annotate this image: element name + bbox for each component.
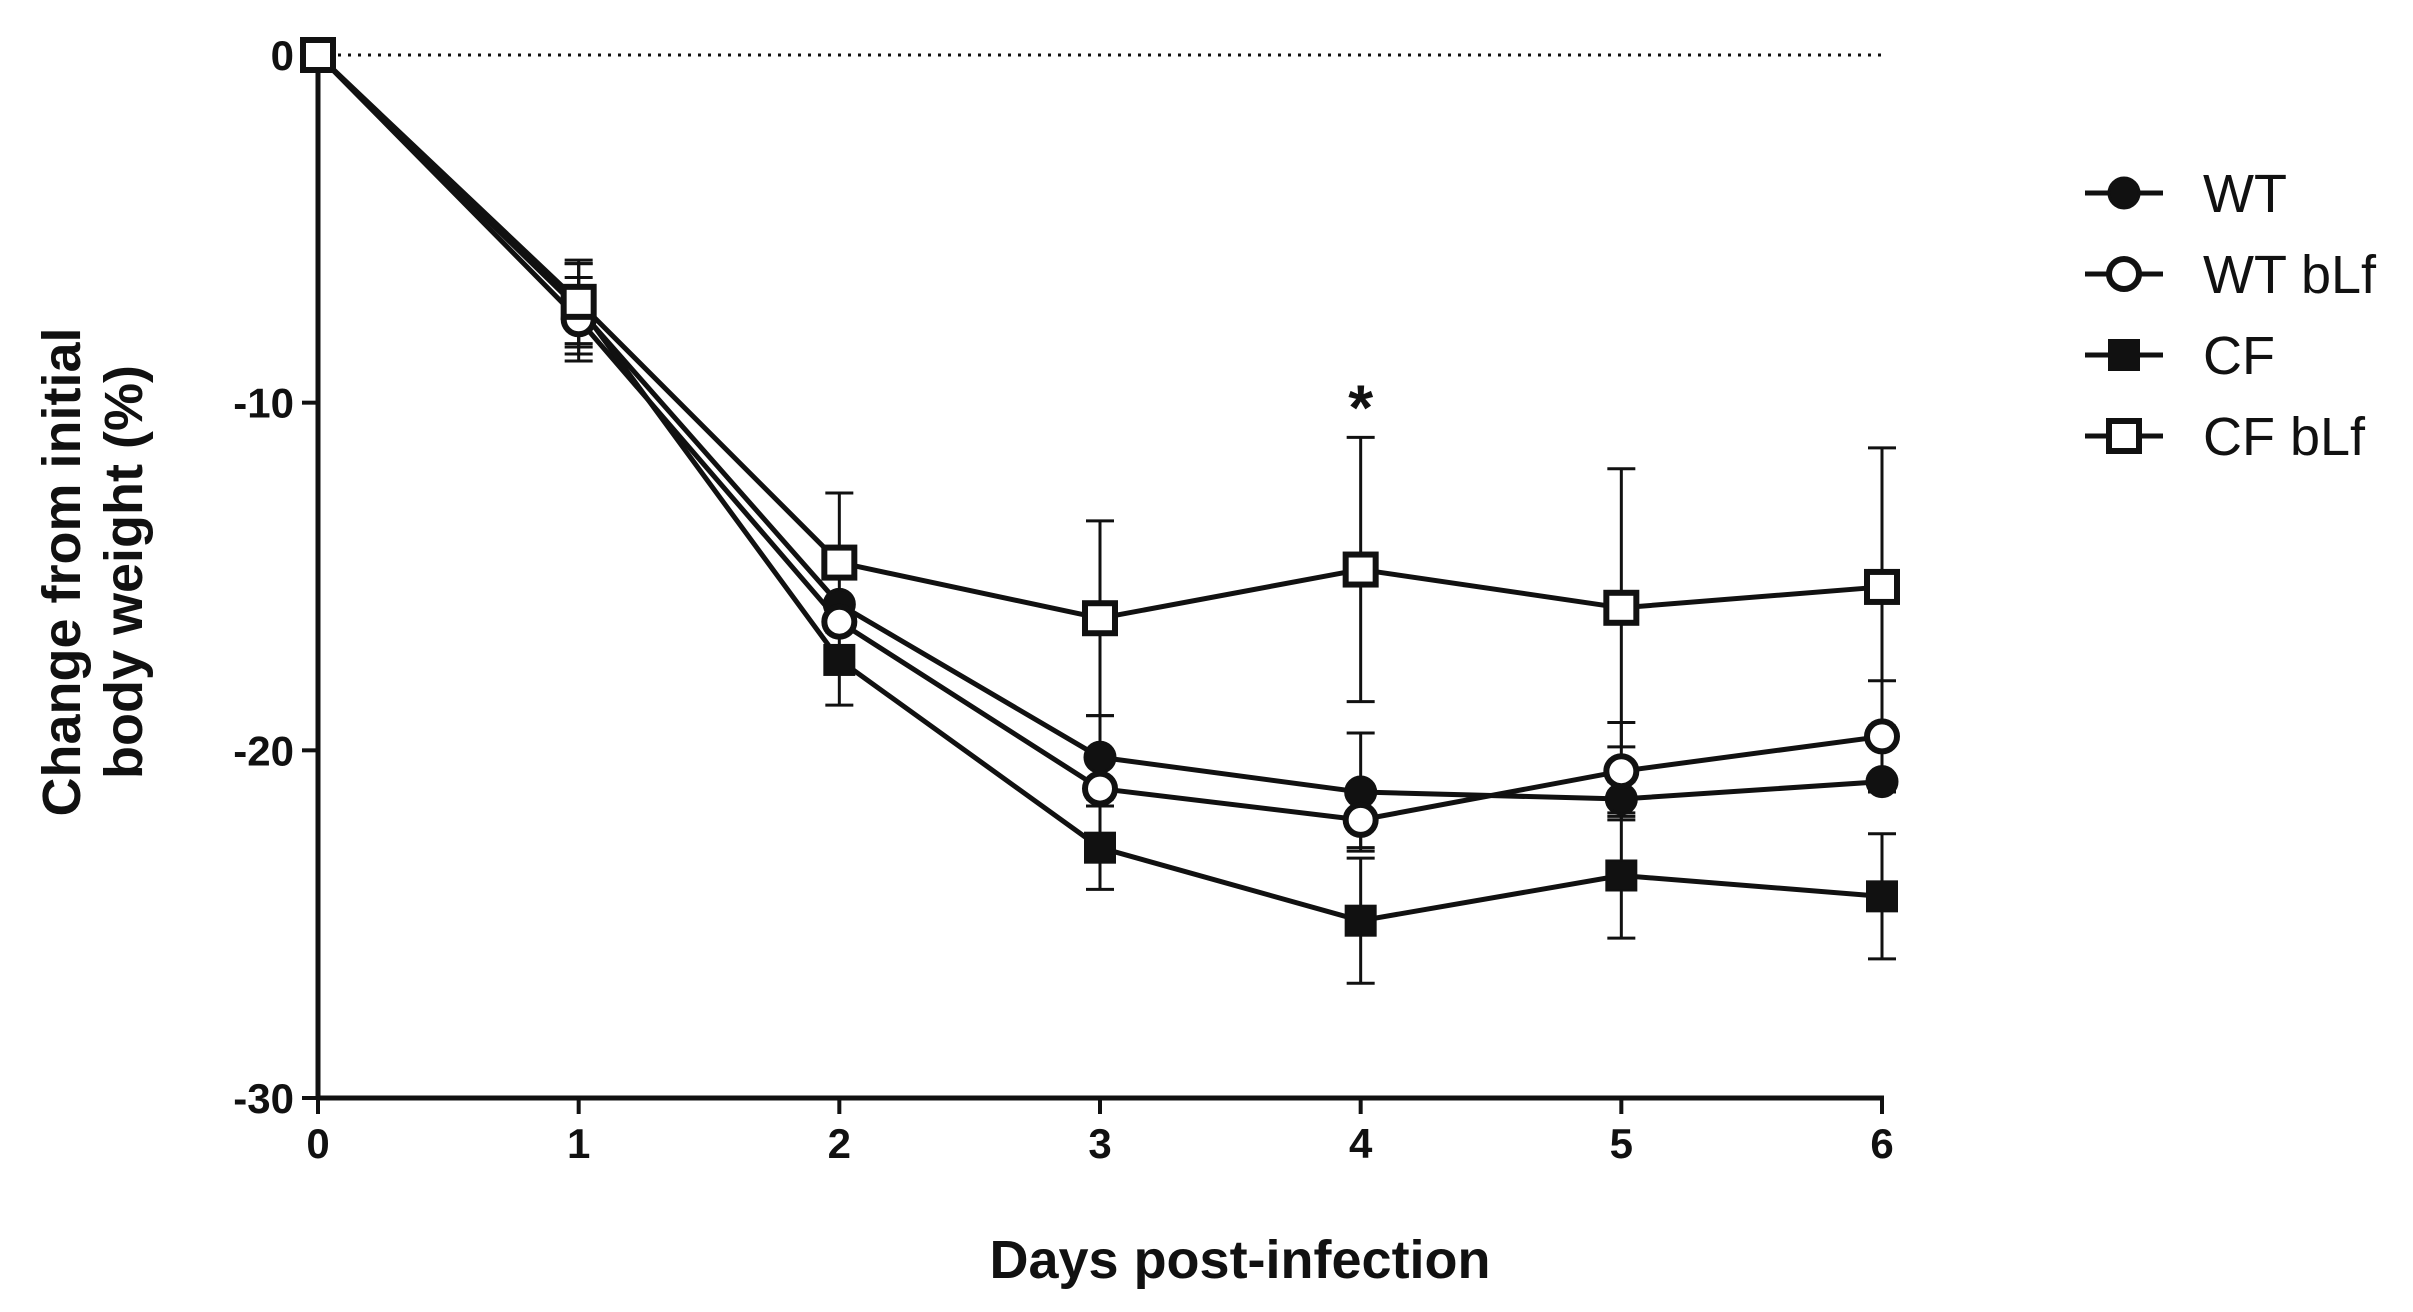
wt-blf-point <box>1082 770 1118 807</box>
wt-point <box>1083 740 1117 774</box>
y-tick-label: -30 <box>233 1075 294 1122</box>
cf-blf-point <box>560 283 597 320</box>
cf-point <box>1344 904 1377 937</box>
legend-label: CF <box>2203 326 2275 386</box>
y-tick-label: -20 <box>233 727 294 774</box>
significance-star: * <box>1348 371 1373 443</box>
wt-blf-point <box>1603 753 1640 790</box>
cf-blf-point <box>1603 589 1640 626</box>
y-axis-title-line-1: Change from initial <box>32 327 92 816</box>
wt-blf-point <box>1864 718 1900 755</box>
x-tick-label: 0 <box>306 1120 329 1167</box>
x-tick-label: 3 <box>1088 1120 1111 1167</box>
legend-label: WT bLf <box>2203 245 2377 305</box>
legend-marker-wt-blf <box>2106 256 2142 292</box>
cf-point <box>1084 831 1116 864</box>
legend-item-cf: CF <box>2085 326 2275 386</box>
wt-blf-point <box>1342 801 1379 838</box>
cf-blf-point <box>1342 551 1379 588</box>
cf-point <box>1605 859 1638 892</box>
cf-point <box>823 643 856 676</box>
y-axis-title-line-2: body weight (%) <box>94 365 154 779</box>
y-tick-label: -10 <box>233 380 294 427</box>
cf-blf-point <box>1082 600 1118 637</box>
x-tick-label: 4 <box>1349 1120 1373 1167</box>
wt-blf-point <box>821 603 858 640</box>
x-tick-label: 2 <box>828 1120 851 1167</box>
y-axis-title: Change from initial body weight (%) <box>32 327 154 816</box>
x-tick-label: 1 <box>567 1120 590 1167</box>
legend-marker-cf <box>2108 339 2140 371</box>
plot-area: 0 -10 -20 -30 0 1 2 3 4 5 6 * <box>233 32 1900 1167</box>
wt-point <box>1865 765 1899 799</box>
legend-item-wt: WT <box>2085 164 2287 224</box>
legend-label: CF bLf <box>2203 407 2366 467</box>
x-tick-label: 5 <box>1610 1120 1633 1167</box>
cf-blf-point <box>300 37 336 73</box>
x-axis-title: Days post-infection <box>989 1230 1490 1290</box>
legend-marker-cf-blf <box>2106 418 2142 454</box>
x-tick-label: 6 <box>1870 1120 1893 1167</box>
cf-point <box>1866 880 1898 913</box>
y-tick-label: 0 <box>271 32 294 79</box>
legend-marker-wt <box>2107 176 2141 210</box>
cf-blf-point <box>1864 568 1900 605</box>
legend-item-cf-blf: CF bLf <box>2085 407 2366 467</box>
legend-item-wt-blf: WT bLf <box>2085 245 2377 305</box>
legend: WT WT bLf CF CF bLf <box>2085 164 2377 467</box>
cf-blf-point <box>821 544 858 581</box>
legend-label: WT <box>2203 164 2287 224</box>
